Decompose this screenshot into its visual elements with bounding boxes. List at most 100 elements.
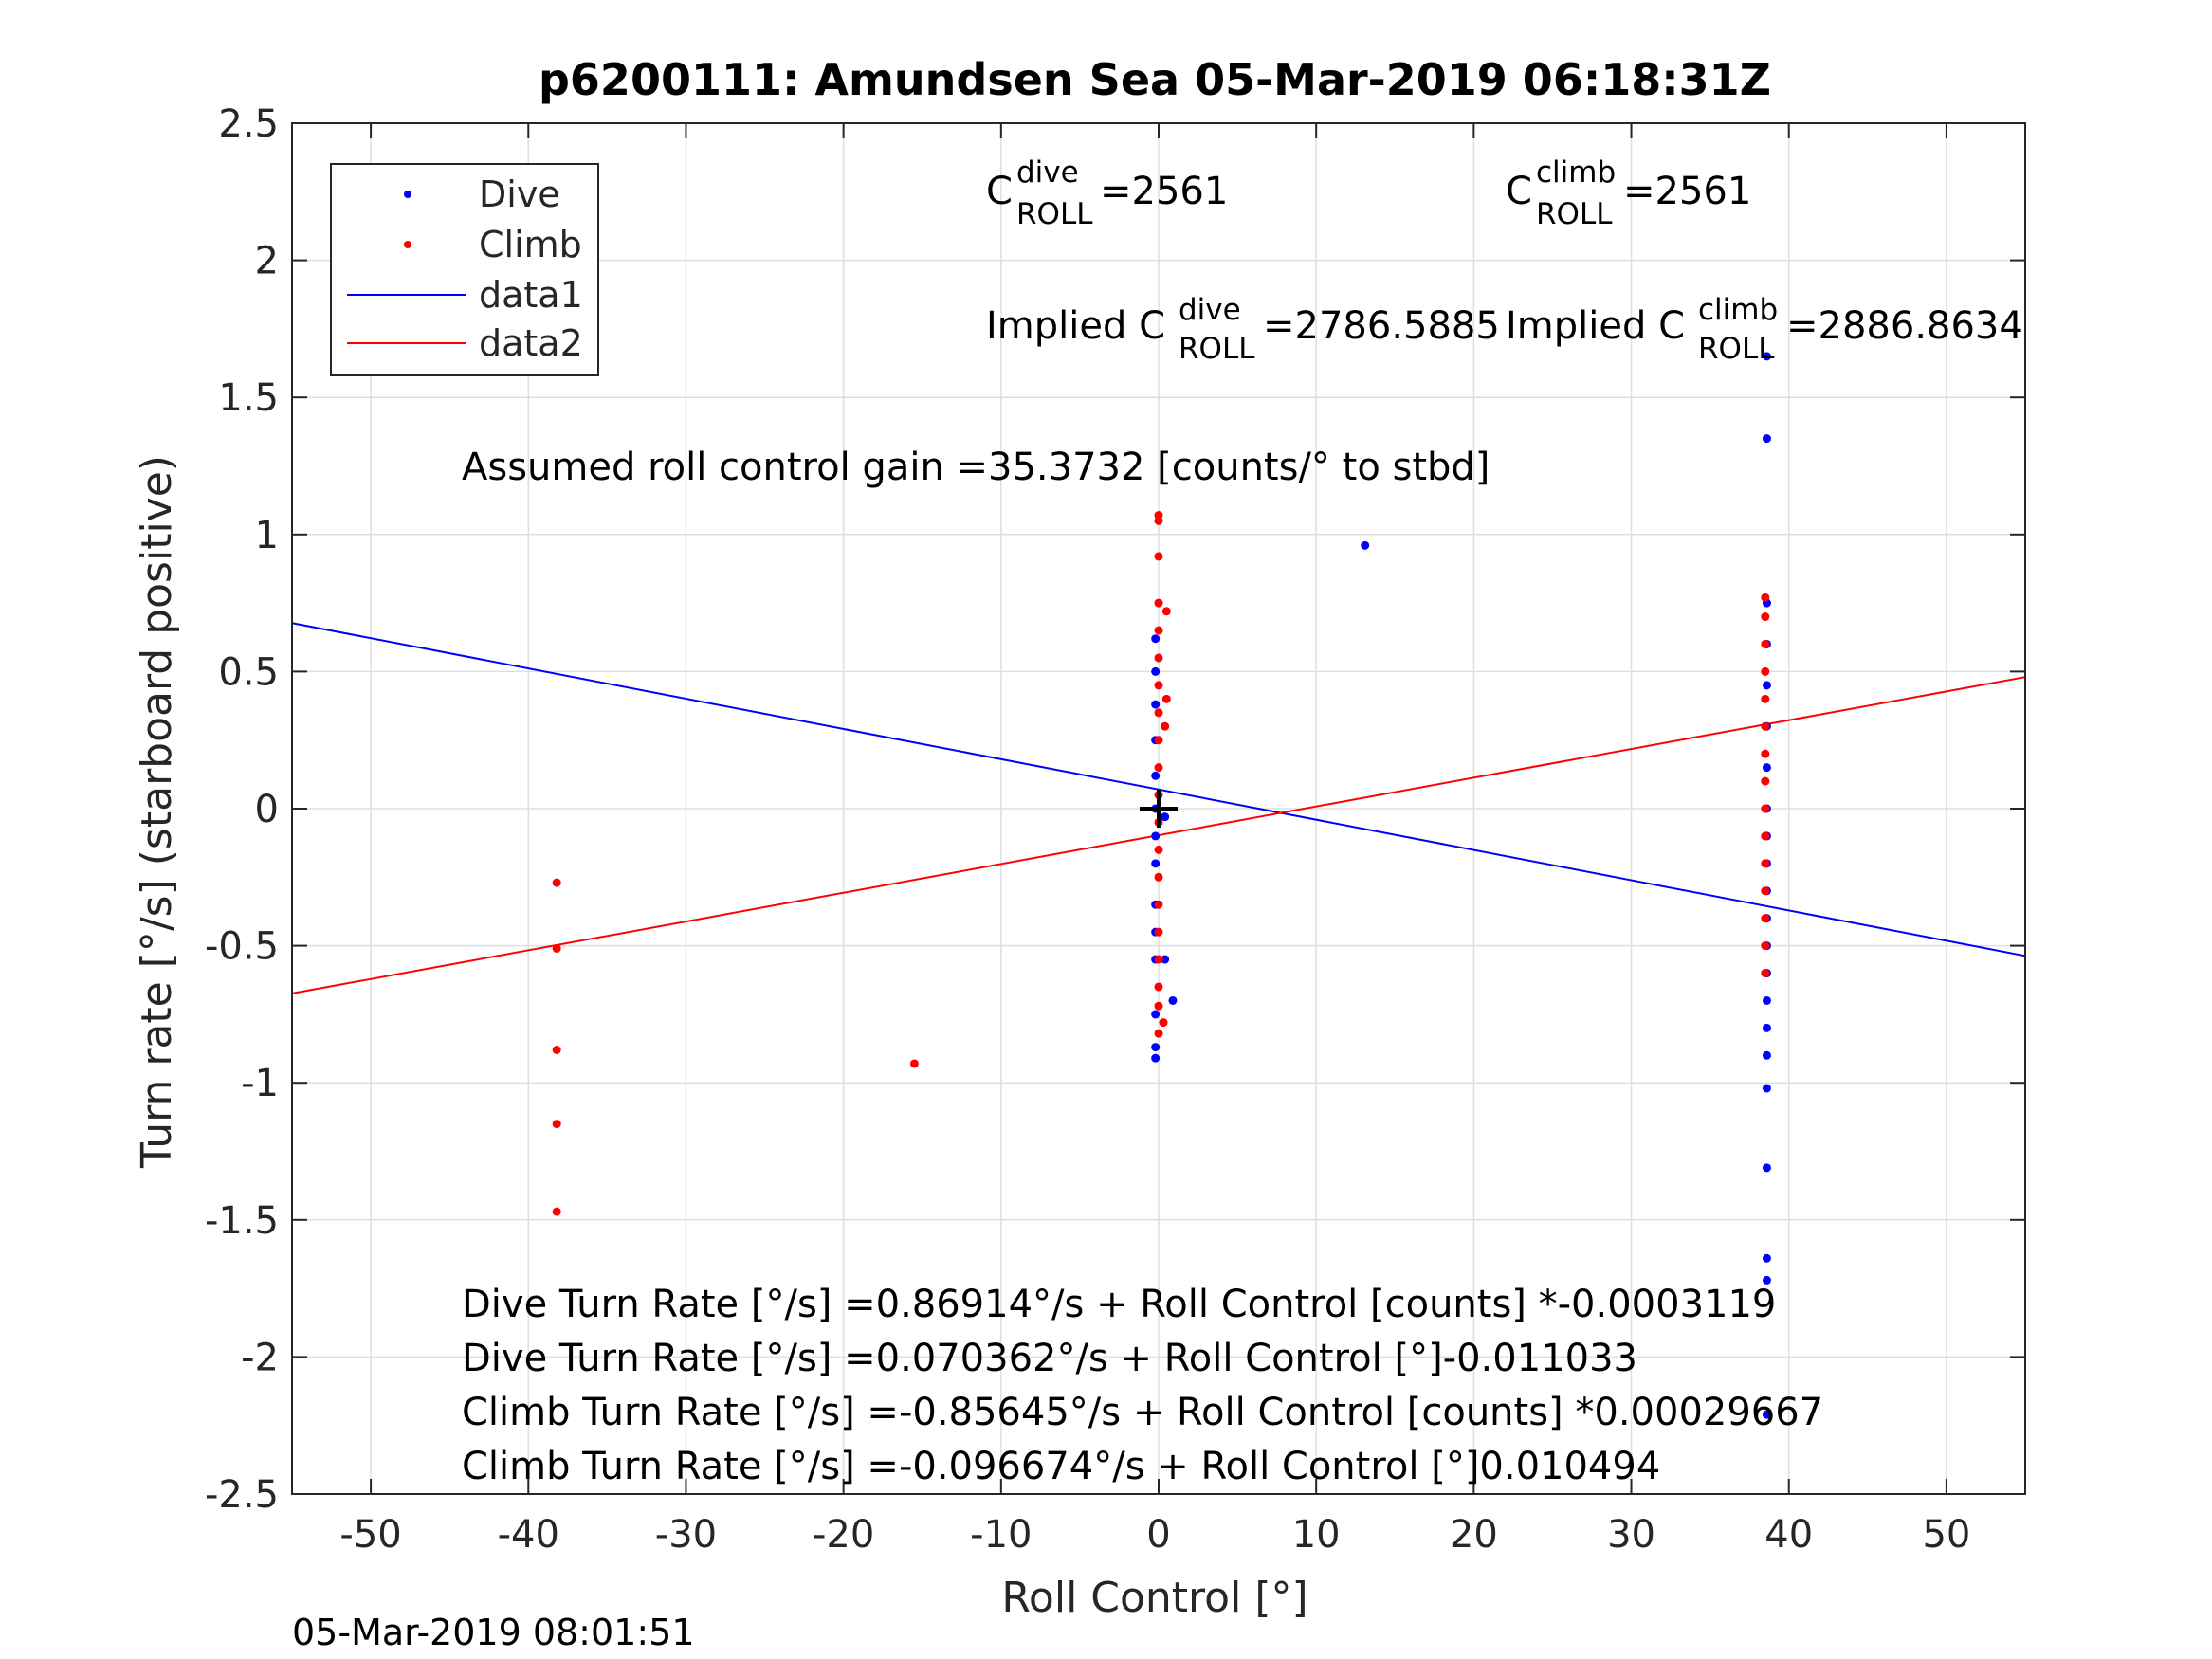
climb-point	[1761, 914, 1770, 923]
climb-point	[1154, 845, 1163, 854]
dive-point	[1762, 1084, 1771, 1093]
c-roll-dive-value: =2561	[1100, 170, 1228, 213]
c-roll-climb-annotation: C climb ROLL =2561	[1506, 155, 1751, 231]
x-tick-label: -50	[339, 1513, 401, 1557]
dive-point	[1762, 681, 1771, 690]
dive-point	[1762, 1253, 1771, 1263]
dive-point	[1361, 540, 1370, 550]
c-roll-climb-prefix: C	[1506, 170, 1532, 213]
dive-point	[1762, 995, 1771, 1005]
climb-point	[1154, 552, 1163, 561]
axes	[291, 122, 2026, 1495]
legend-data1-label: data1	[479, 274, 583, 316]
y-tick-label: -2.5	[205, 1473, 279, 1517]
c-roll-dive-annotation: C dive ROLL =2561	[986, 155, 1228, 231]
x-tick-label: -20	[813, 1513, 874, 1557]
x-tick-label: -40	[498, 1513, 559, 1557]
c-roll-climb-sup: climb	[1536, 155, 1616, 190]
climb-point	[552, 943, 561, 953]
legend-data2-label: data2	[479, 322, 583, 364]
implied-c-roll-climb-annotation: Implied C climb ROLL =2886.8634	[1506, 293, 2023, 366]
climb-point	[1154, 872, 1163, 882]
dive-point	[1151, 831, 1161, 841]
legend-climb-marker	[404, 241, 411, 248]
climb-point	[1761, 749, 1770, 758]
implied-dive-sup: dive	[1179, 293, 1241, 327]
climb-point	[1154, 626, 1163, 635]
climb-point	[1161, 721, 1170, 731]
dive-point	[1168, 995, 1178, 1005]
axes-box	[291, 122, 2026, 1495]
climb-point	[1154, 516, 1163, 525]
y-tick-label: 1	[255, 514, 279, 557]
tick-labels: -50 -40 -30 -20 -10 0 10 20 30 40 50 2.5 2 1.5 1 0.5 0 -0…	[205, 102, 1970, 1557]
dive-point	[1161, 812, 1170, 822]
fit-line-data1	[291, 622, 2026, 957]
legend-box	[330, 163, 599, 376]
x-tick-label: -10	[970, 1513, 1032, 1557]
dive-point	[1762, 352, 1771, 361]
y-tick-label: -0.5	[205, 925, 279, 969]
dive-point	[1161, 955, 1170, 964]
climb-point	[1761, 859, 1770, 868]
implied-climb-prefix: Implied C	[1506, 304, 1685, 348]
climb-point	[552, 1207, 561, 1216]
climb-point	[1154, 681, 1163, 690]
c-roll-dive-sub: ROLL	[1016, 197, 1093, 231]
legend-dive-label: Dive	[479, 173, 560, 215]
climb-point	[1154, 927, 1163, 937]
chart-title: p6200111: Amundsen Sea 05-Mar-2019 06:18…	[539, 54, 1771, 105]
climb-point	[1761, 666, 1770, 676]
equation-dive-counts: Dive Turn Rate [°/s] =0.86914°/s + Roll …	[462, 1283, 1776, 1326]
climb-point	[1154, 653, 1163, 663]
climb-point	[1761, 831, 1770, 841]
c-roll-dive-prefix: C	[986, 170, 1013, 213]
climb-point	[1761, 721, 1770, 731]
climb-point	[1761, 639, 1770, 648]
equation-climb-counts: Climb Turn Rate [°/s] =-0.85645°/s + Rol…	[462, 1391, 1823, 1434]
implied-dive-value: =2786.5885	[1263, 304, 1500, 348]
y-tick-label: 0	[255, 788, 279, 831]
dive-point	[1762, 1163, 1771, 1173]
y-axis-label: Turn rate [°/s] (starboard positive)	[133, 455, 181, 1169]
climb-point	[1154, 982, 1163, 992]
climb-point	[1154, 955, 1163, 964]
climb-point	[1161, 694, 1171, 703]
climb-point	[552, 1120, 561, 1129]
climb-point	[1154, 763, 1163, 773]
dive-point	[1151, 700, 1161, 709]
x-tick-label: -30	[655, 1513, 717, 1557]
legend: Dive Climb data1 data2	[330, 163, 599, 376]
y-tick-label: -1	[241, 1062, 279, 1105]
dive-point	[1151, 1053, 1161, 1063]
dive-point	[1762, 1410, 1771, 1419]
climb-point	[1154, 900, 1163, 909]
gain-annotation: Assumed roll control gain =35.3732 [coun…	[462, 446, 1490, 489]
x-tick-label: 30	[1607, 1513, 1655, 1557]
c-roll-climb-sub: ROLL	[1536, 197, 1613, 231]
climb-point	[1761, 804, 1770, 813]
dive-point	[1151, 1043, 1161, 1052]
equation-dive-degrees: Dive Turn Rate [°/s] =0.070362°/s + Roll…	[462, 1337, 1637, 1380]
x-tick-label: 0	[1146, 1513, 1170, 1557]
legend-climb-label: Climb	[479, 224, 582, 265]
climb-point	[1154, 1029, 1163, 1038]
y-tick-label: -1.5	[205, 1199, 279, 1243]
climb-point	[1761, 694, 1770, 703]
climb-point	[1761, 941, 1770, 951]
climb-point	[1761, 612, 1770, 622]
climb-point	[1761, 886, 1770, 896]
y-tick-label: -2	[241, 1336, 279, 1379]
c-roll-climb-value: =2561	[1623, 170, 1751, 213]
y-tick-label: 1.5	[218, 376, 279, 420]
climb-point	[1161, 607, 1171, 616]
dive-point	[1151, 666, 1161, 676]
implied-c-roll-dive-annotation: Implied C dive ROLL =2786.5885	[986, 293, 1500, 366]
climb-point	[1154, 736, 1163, 745]
x-axis-label: Roll Control [°]	[1001, 1574, 1307, 1622]
dive-point	[1762, 1050, 1771, 1060]
dive-point	[1762, 1275, 1771, 1285]
climb-point	[1154, 708, 1163, 718]
y-tick-label: 2	[255, 240, 279, 283]
implied-dive-prefix: Implied C	[986, 304, 1165, 348]
